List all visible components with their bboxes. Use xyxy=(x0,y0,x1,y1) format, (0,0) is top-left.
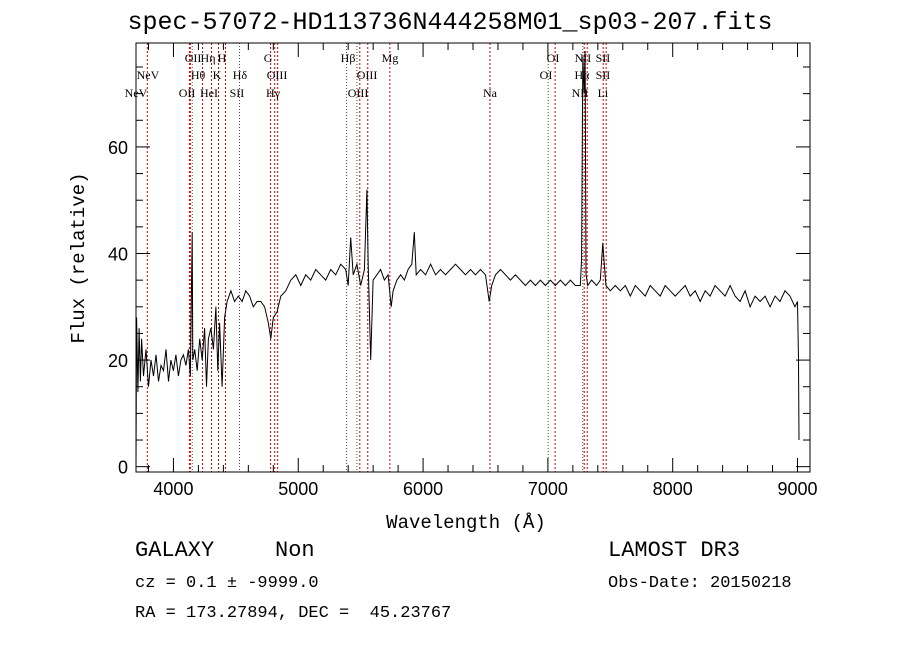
line-label: Na xyxy=(483,86,498,100)
x-tick-label: 5000 xyxy=(278,479,318,499)
ra-dec-coords: RA = 173.27894, DEC = 45.23767 xyxy=(135,604,452,623)
line-label: Mg xyxy=(382,51,399,65)
chart-title: spec-57072-HD113736N444258M01_sp03-207.f… xyxy=(127,8,773,37)
line-label: Hη xyxy=(201,51,216,65)
y-tick-label: 60 xyxy=(108,138,128,158)
obs-date: Obs-Date: 20150218 xyxy=(608,574,792,593)
spectrum-line xyxy=(135,50,800,467)
y-axis-label: Flux (relative) xyxy=(68,172,90,343)
line-label: OIII xyxy=(267,68,288,82)
line-label: Li xyxy=(598,86,609,100)
line-label: OIII xyxy=(348,86,369,100)
x-tick-label: 8000 xyxy=(653,479,693,499)
object-subclass: Non xyxy=(275,538,315,563)
line-label: Hδ xyxy=(233,68,248,82)
y-tick-label: 20 xyxy=(108,351,128,371)
x-axis-label: Wavelength (Å) xyxy=(386,512,546,534)
line-label: HeI xyxy=(200,86,218,100)
x-tick-label: 4000 xyxy=(153,479,193,499)
line-label: NeV xyxy=(137,68,160,82)
line-label: SII xyxy=(596,68,611,82)
x-tick-label: 7000 xyxy=(528,479,568,499)
line-label: K xyxy=(213,68,222,82)
spectral-line-markers xyxy=(146,43,607,472)
line-label: Hβ xyxy=(341,51,356,65)
line-label: OII xyxy=(179,86,196,100)
line-label: SII xyxy=(230,86,245,100)
line-label: OI xyxy=(540,68,553,82)
y-tick-label: 0 xyxy=(118,458,128,478)
axis-ticks: 4000 5000 6000 7000 8000 9000 0 20 40 60 xyxy=(108,43,818,499)
x-tick-label: 9000 xyxy=(777,479,817,499)
line-label: SII xyxy=(596,51,611,65)
survey-name: LAMOST DR3 xyxy=(608,538,741,563)
line-label: OIII xyxy=(357,68,378,82)
x-tick-label: 6000 xyxy=(403,479,443,499)
y-tick-label: 40 xyxy=(108,245,128,265)
line-label: NII xyxy=(572,86,589,100)
line-label: Hθ xyxy=(191,68,206,82)
line-label: Hγ xyxy=(266,86,281,100)
line-label: H xyxy=(218,51,227,65)
line-label: G xyxy=(264,51,273,65)
object-class: GALAXY xyxy=(135,538,215,563)
redshift-cz: cz = 0.1 ± -9999.0 xyxy=(135,574,319,593)
line-label: OII xyxy=(185,51,202,65)
plot-frame xyxy=(135,42,811,473)
line-label: OI xyxy=(547,51,560,65)
